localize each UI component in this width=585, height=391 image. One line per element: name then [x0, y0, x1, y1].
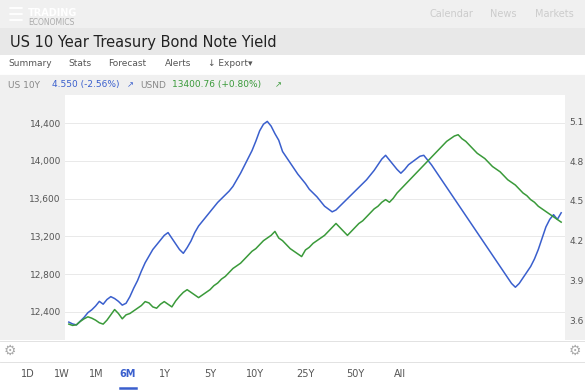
Text: 1D: 1D — [21, 369, 35, 379]
Text: 1M: 1M — [89, 369, 104, 379]
Text: 4.550 (-2.56%): 4.550 (-2.56%) — [52, 81, 119, 90]
Text: Summary: Summary — [8, 59, 51, 68]
Text: 1W: 1W — [54, 369, 70, 379]
Text: ECONOMICS: ECONOMICS — [28, 18, 74, 27]
Text: ↓ Export▾: ↓ Export▾ — [208, 59, 253, 68]
Text: ⚙: ⚙ — [4, 344, 16, 358]
Text: Alerts: Alerts — [165, 59, 191, 68]
Text: US 10 Year Treasury Bond Note Yield: US 10 Year Treasury Bond Note Yield — [10, 34, 277, 50]
Text: ↗: ↗ — [127, 81, 134, 90]
Text: 1Y: 1Y — [159, 369, 171, 379]
Text: TRADING: TRADING — [28, 8, 77, 18]
Text: Calendar: Calendar — [430, 9, 474, 19]
Text: Stats: Stats — [68, 59, 91, 68]
Text: 13400.76 (+0.80%): 13400.76 (+0.80%) — [172, 81, 261, 90]
Text: 25Y: 25Y — [296, 369, 314, 379]
Text: 50Y: 50Y — [346, 369, 364, 379]
Text: 10Y: 10Y — [246, 369, 264, 379]
Text: ⚙: ⚙ — [569, 344, 581, 358]
Text: ↗: ↗ — [275, 81, 282, 90]
Text: US 10Y: US 10Y — [8, 81, 40, 90]
Text: Markets: Markets — [535, 9, 574, 19]
Text: All: All — [394, 369, 406, 379]
Text: Forecast: Forecast — [108, 59, 146, 68]
Text: News: News — [490, 9, 517, 19]
Text: 5Y: 5Y — [204, 369, 216, 379]
Text: USND: USND — [140, 81, 166, 90]
Text: 6M: 6M — [120, 369, 136, 379]
